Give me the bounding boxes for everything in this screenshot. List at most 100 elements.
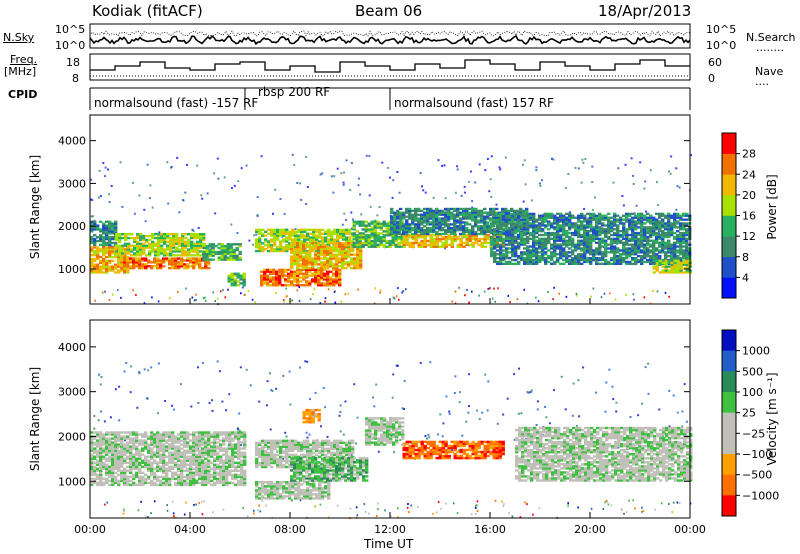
power-band-12-cell <box>432 225 436 228</box>
power-band-4-cell <box>150 261 154 264</box>
power-band-13-cell <box>550 214 554 217</box>
power-band-3-cell <box>130 236 134 240</box>
power-band-13-cell <box>532 262 536 266</box>
power-band-13-cell <box>517 218 521 221</box>
noise-axis-right-top: 10^5 <box>706 23 737 36</box>
velocity-band-1-cell <box>138 483 142 487</box>
power-band-11-cell <box>459 234 463 237</box>
power-band-12-cell <box>423 230 427 234</box>
power-band-8-cell <box>311 272 315 275</box>
power-band-13-cell <box>568 241 572 244</box>
power-band-11-cell <box>429 241 433 245</box>
power-band-14-cell <box>679 263 683 266</box>
power-band-7-cell <box>270 240 274 243</box>
power-band-10-cell <box>358 220 362 223</box>
power-band-3-cell <box>118 252 122 255</box>
power-band-13-cell <box>619 241 623 244</box>
power-band-10-cell <box>376 239 380 243</box>
power-band-12-cell <box>426 217 430 220</box>
power-band-13-cell <box>562 231 566 235</box>
power-band-4-cell <box>162 257 166 260</box>
power-band-4-cell <box>156 257 160 260</box>
velocity-band-1-cell <box>129 471 133 475</box>
power-band-3-cell <box>184 244 188 247</box>
power-band-13-cell <box>613 260 617 264</box>
velocity-scatter-point <box>617 446 620 449</box>
power-band-13-cell <box>556 260 560 264</box>
power-band-13-cell <box>565 220 569 223</box>
power-band-13-cell <box>649 233 653 237</box>
power-band-9-cell <box>341 267 345 270</box>
power-low-scatter <box>454 290 457 293</box>
power-band-2-cell <box>108 265 112 268</box>
velocity-band-1-cell <box>102 477 106 481</box>
power-band-13-cell <box>682 222 686 225</box>
power-band-8-cell <box>335 274 339 277</box>
power-band-9-cell <box>320 253 324 256</box>
power-band-9-cell <box>299 259 303 262</box>
power-band-10-cell <box>376 237 380 241</box>
power-band-13-cell <box>580 257 584 260</box>
power-band-9-cell <box>335 265 339 268</box>
power-band-12-cell <box>396 215 400 218</box>
power-band-3-cell <box>133 238 137 242</box>
power-band-13-cell <box>559 216 563 219</box>
power-band-7-cell <box>297 236 301 239</box>
velocity-band-1-cell <box>123 449 127 452</box>
power-band-12-cell <box>447 230 451 234</box>
power-band-10-cell <box>400 234 404 237</box>
power-band-9-cell <box>326 261 330 264</box>
power-band-14-cell <box>661 269 665 272</box>
power-band-13-cell <box>670 245 674 248</box>
power-band-1-cell <box>93 224 97 227</box>
velocity-band-1-cell <box>129 459 133 462</box>
power-band-12-cell <box>474 213 478 216</box>
power-band-13-cell <box>646 216 650 219</box>
power-low-scatter <box>643 296 646 299</box>
velocity-band-1-cell <box>132 473 136 477</box>
velocity-band-1-cell <box>126 479 130 483</box>
power-band-14-cell <box>673 259 677 263</box>
power-band-8-cell <box>320 282 324 285</box>
power-scatter-point <box>182 199 185 201</box>
power-band-13-cell <box>586 258 590 262</box>
power-band-13-cell <box>529 237 533 241</box>
power-band-13-cell <box>502 228 506 231</box>
power-band-13-cell <box>502 222 506 225</box>
power-band-9-cell <box>344 261 348 264</box>
power-band-7-cell <box>306 232 310 235</box>
power-low-scatter <box>334 289 336 292</box>
power-band-3-cell <box>175 233 179 236</box>
power-band-13-cell <box>535 235 539 239</box>
power-band-7-cell <box>312 244 316 247</box>
power-band-4-cell <box>120 257 124 260</box>
power-band-13-cell <box>601 222 605 225</box>
power-band-5-cell <box>235 256 239 259</box>
power-band-1-cell <box>114 224 118 227</box>
power-band-13-cell <box>562 230 566 233</box>
power-band-13-cell <box>526 253 530 256</box>
power-band-13-cell <box>643 226 647 229</box>
power-band-10-cell <box>385 226 389 229</box>
power-band-8-cell <box>272 280 276 283</box>
power-band-12-cell <box>420 230 424 234</box>
velocity-band-1-cell <box>138 477 142 481</box>
power-band-12-cell <box>402 217 406 220</box>
power-band-3-cell <box>178 254 182 257</box>
power-band-13-cell <box>634 245 638 248</box>
power-band-13-cell <box>493 231 497 235</box>
power-band-13-cell <box>622 249 626 252</box>
power-band-1-cell <box>114 241 118 245</box>
power-band-3-cell <box>160 240 164 244</box>
power-band-13-cell <box>592 255 596 258</box>
power-band-5-cell <box>232 256 236 259</box>
power-band-8-cell <box>266 284 270 287</box>
power-band-13-cell <box>592 228 596 231</box>
freq-label: Freq. <box>10 53 38 66</box>
power-band-9-cell <box>290 257 294 260</box>
power-band-13-cell <box>517 255 521 258</box>
power-band-13-cell <box>646 255 650 258</box>
power-band-7-cell <box>258 249 262 253</box>
power-band-5-cell <box>217 252 221 256</box>
power-band-12-cell <box>447 223 451 226</box>
